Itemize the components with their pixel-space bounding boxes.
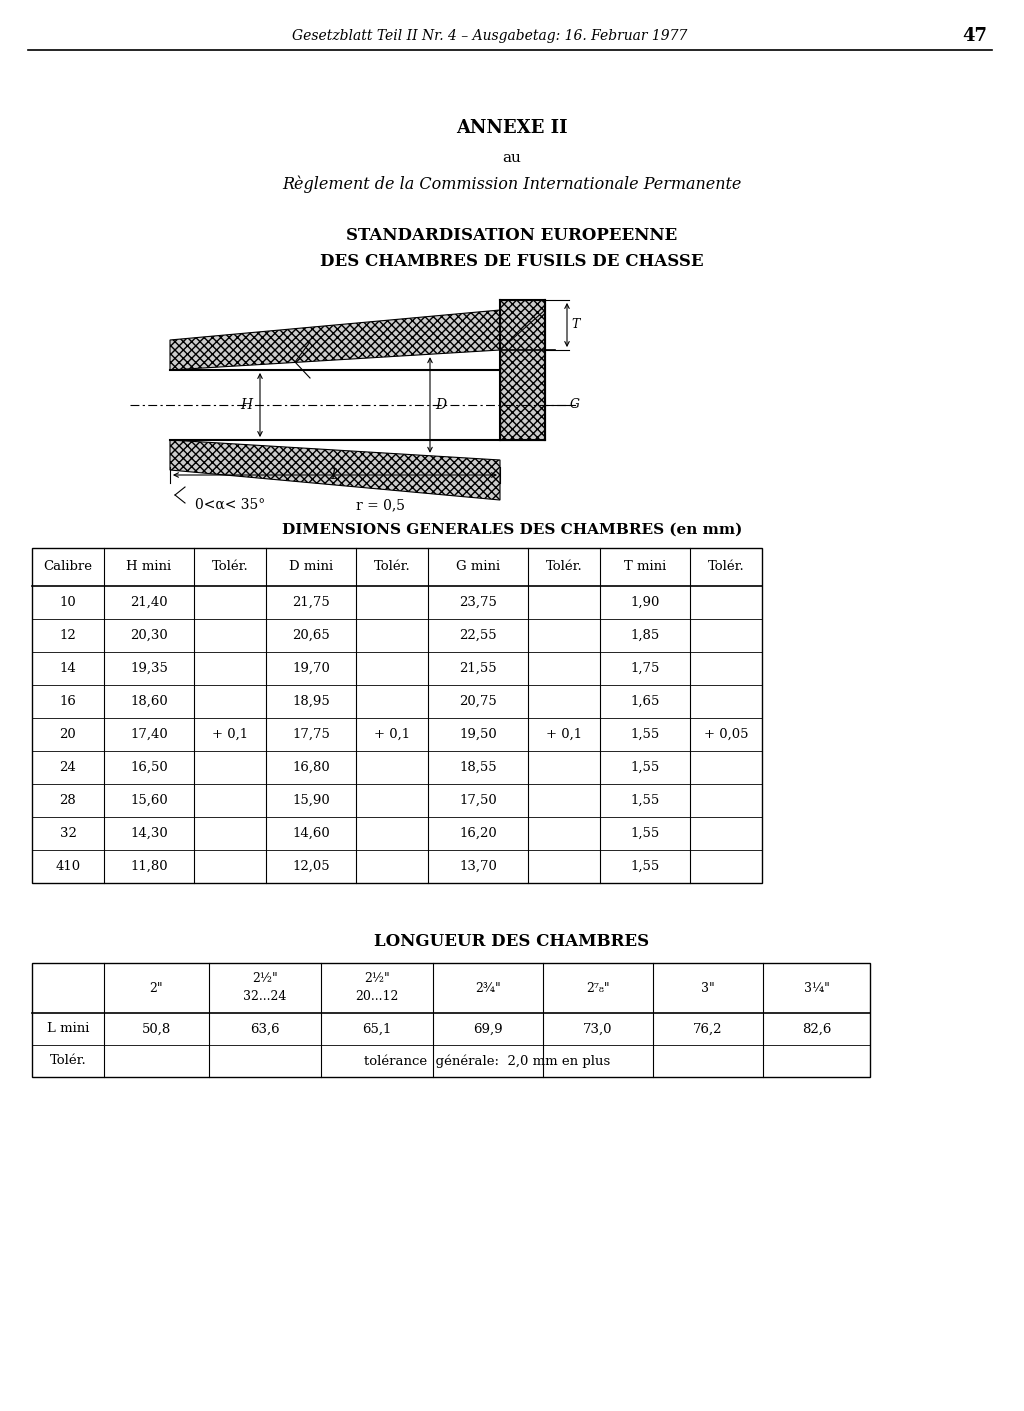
Text: 12: 12 [59, 629, 77, 642]
Text: G mini: G mini [456, 560, 500, 573]
Text: 47: 47 [963, 27, 987, 45]
Text: 1,65: 1,65 [631, 696, 659, 708]
Text: 15,60: 15,60 [130, 794, 168, 807]
Text: 18,60: 18,60 [130, 696, 168, 708]
Text: T: T [571, 319, 580, 332]
Text: 14,30: 14,30 [130, 827, 168, 840]
Text: Tolér.: Tolér. [49, 1054, 86, 1068]
Text: 69,9: 69,9 [473, 1023, 503, 1036]
Text: L: L [331, 468, 340, 483]
Text: 20,65: 20,65 [292, 629, 330, 642]
Text: G: G [570, 398, 580, 412]
Bar [32, 962, 870, 1077]
Text: Règlement de la Commission Internationale Permanente: Règlement de la Commission International… [283, 175, 741, 193]
Text: DIMENSIONS GENERALES DES CHAMBRES (en mm): DIMENSIONS GENERALES DES CHAMBRES (en mm… [282, 523, 742, 538]
Text: 32...24: 32...24 [244, 991, 287, 1003]
Text: + 0,1: + 0,1 [546, 728, 582, 741]
Text: 2½": 2½" [365, 972, 390, 985]
Text: L mini: L mini [47, 1023, 89, 1036]
Text: 20,30: 20,30 [130, 629, 168, 642]
Text: 12,05: 12,05 [292, 859, 330, 873]
Text: 1,75: 1,75 [631, 662, 659, 674]
Text: 17,50: 17,50 [459, 794, 497, 807]
Text: 19,70: 19,70 [292, 662, 330, 674]
Text: 410: 410 [55, 859, 81, 873]
Text: Tolér.: Tolér. [374, 560, 411, 573]
Text: 17,40: 17,40 [130, 728, 168, 741]
Text: H: H [240, 398, 252, 412]
Text: 15,90: 15,90 [292, 794, 330, 807]
Text: 20: 20 [59, 728, 77, 741]
Text: Tolér.: Tolér. [546, 560, 583, 573]
Text: 1,55: 1,55 [631, 827, 659, 840]
Text: 2": 2" [150, 982, 163, 995]
Text: 16: 16 [59, 696, 77, 708]
Text: D mini: D mini [289, 560, 333, 573]
Text: 11,80: 11,80 [130, 859, 168, 873]
Text: 65,1: 65,1 [362, 1023, 392, 1036]
Text: au: au [503, 151, 521, 165]
Text: 13,70: 13,70 [459, 859, 497, 873]
Text: Tolér.: Tolér. [708, 560, 744, 573]
Text: 1,85: 1,85 [631, 629, 659, 642]
Text: 2½": 2½" [252, 972, 278, 985]
Text: + 0,1: + 0,1 [212, 728, 248, 741]
Text: 1,55: 1,55 [631, 794, 659, 807]
Text: 10: 10 [59, 595, 77, 610]
Text: 21,75: 21,75 [292, 595, 330, 610]
Text: 2⁷₈": 2⁷₈" [586, 982, 610, 995]
Text: 1,90: 1,90 [631, 595, 659, 610]
Text: 18,95: 18,95 [292, 696, 330, 708]
Polygon shape [170, 310, 500, 370]
Text: 3": 3" [701, 982, 715, 995]
Text: 50,8: 50,8 [142, 1023, 171, 1036]
Text: 3¼": 3¼" [804, 982, 829, 995]
Text: 16,80: 16,80 [292, 761, 330, 775]
Text: DES CHAMBRES DE FUSILS DE CHASSE: DES CHAMBRES DE FUSILS DE CHASSE [321, 253, 703, 270]
Text: 1,55: 1,55 [631, 761, 659, 775]
Text: 20...12: 20...12 [355, 991, 398, 1003]
Text: 16,50: 16,50 [130, 761, 168, 775]
Text: Tolér.: Tolér. [212, 560, 249, 573]
Text: 14,60: 14,60 [292, 827, 330, 840]
Text: H mini: H mini [126, 560, 172, 573]
Text: + 0,05: + 0,05 [703, 728, 749, 741]
Text: 19,50: 19,50 [459, 728, 497, 741]
Text: Gesetzblatt Teil II Nr. 4 – Ausgabetag: 16. Februar 1977: Gesetzblatt Teil II Nr. 4 – Ausgabetag: … [292, 30, 688, 42]
Text: Calibre: Calibre [43, 560, 92, 573]
Text: STANDARDISATION EUROPEENNE: STANDARDISATION EUROPEENNE [346, 227, 678, 244]
Text: + 0,1: + 0,1 [374, 728, 410, 741]
Text: 23,75: 23,75 [459, 595, 497, 610]
Text: 20,75: 20,75 [459, 696, 497, 708]
Text: 16,20: 16,20 [459, 827, 497, 840]
Text: 22,55: 22,55 [459, 629, 497, 642]
Text: 76,2: 76,2 [693, 1023, 723, 1036]
Text: 24: 24 [59, 761, 77, 775]
Polygon shape [500, 301, 545, 350]
Text: LONGUEUR DES CHAMBRES: LONGUEUR DES CHAMBRES [375, 933, 649, 950]
Text: tolérance  générale:  2,0 mm en plus: tolérance générale: 2,0 mm en plus [364, 1054, 610, 1068]
Text: 19,35: 19,35 [130, 662, 168, 674]
Text: r = 0,5: r = 0,5 [355, 498, 404, 512]
Text: 17,75: 17,75 [292, 728, 330, 741]
Text: 14: 14 [59, 662, 77, 674]
Text: 21,40: 21,40 [130, 595, 168, 610]
Text: 1,55: 1,55 [631, 859, 659, 873]
Text: 1,55: 1,55 [631, 728, 659, 741]
Polygon shape [500, 301, 545, 440]
Bar [32, 547, 762, 883]
Text: 18,55: 18,55 [459, 761, 497, 775]
Text: 63,6: 63,6 [250, 1023, 280, 1036]
Text: D: D [435, 398, 446, 412]
Text: 2¾": 2¾" [475, 982, 501, 995]
Text: 0<α< 35°: 0<α< 35° [195, 498, 265, 512]
Text: 82,6: 82,6 [802, 1023, 831, 1036]
Text: 28: 28 [59, 794, 77, 807]
Polygon shape [170, 440, 500, 499]
Text: 32: 32 [59, 827, 77, 840]
Text: T mini: T mini [624, 560, 667, 573]
Text: ANNEXE II: ANNEXE II [456, 119, 568, 137]
Text: 21,55: 21,55 [459, 662, 497, 674]
Text: 73,0: 73,0 [584, 1023, 612, 1036]
